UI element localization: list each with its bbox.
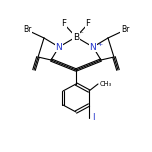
Text: B: B (73, 33, 79, 41)
Text: ⁻: ⁻ (80, 31, 84, 37)
Text: CH₃: CH₃ (100, 81, 112, 87)
Text: F: F (85, 19, 90, 29)
Text: N: N (90, 43, 96, 52)
Text: I: I (92, 114, 94, 123)
Text: Br: Br (121, 26, 129, 35)
Text: F: F (62, 19, 67, 29)
Text: +: + (97, 43, 102, 47)
Text: Br: Br (23, 26, 31, 35)
Text: N: N (56, 43, 62, 52)
